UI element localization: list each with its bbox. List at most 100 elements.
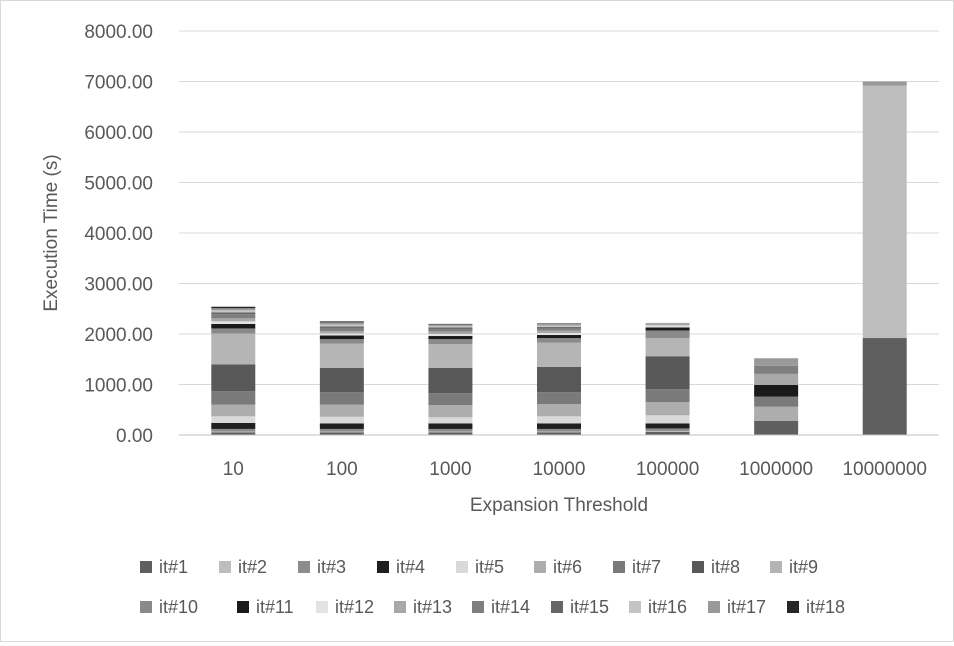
gridlines xyxy=(179,30,939,385)
bar-segment xyxy=(211,391,256,405)
legend-swatch xyxy=(629,601,641,613)
x-tick-label: 1000 xyxy=(429,459,471,480)
bar-segment xyxy=(537,431,581,433)
legend-swatch xyxy=(456,561,468,573)
legend-label: it#13 xyxy=(413,597,452,617)
bar-segment xyxy=(537,404,581,417)
x-tick-label: 10 xyxy=(223,459,244,480)
legend-label: it#5 xyxy=(475,557,504,577)
bar-segment xyxy=(319,432,364,435)
bar-segment xyxy=(319,327,364,331)
bar-segment xyxy=(319,339,364,344)
bar-segment xyxy=(645,356,690,390)
legend-label: it#6 xyxy=(553,557,582,577)
y-tick-label: 7000.00 xyxy=(84,73,153,94)
bar-segment xyxy=(754,358,799,366)
bar-segment xyxy=(862,338,907,435)
legend-label: it#14 xyxy=(491,597,530,617)
legend-label: it#16 xyxy=(648,597,687,617)
bar-segment xyxy=(754,406,799,421)
bar-segment xyxy=(211,312,256,315)
bar-segment xyxy=(862,81,907,86)
bar-segment xyxy=(754,373,799,386)
legend-swatch xyxy=(770,561,782,573)
bar-segment xyxy=(428,324,473,326)
legend-label: it#1 xyxy=(159,557,188,577)
bar-segment xyxy=(537,366,581,393)
y-tick-label: 2000.00 xyxy=(84,325,153,346)
legend-swatch xyxy=(394,601,406,613)
legend-label: it#15 xyxy=(570,597,609,617)
x-tick-label: 1000000 xyxy=(739,459,813,480)
bar-segment xyxy=(537,325,581,327)
bar-segment xyxy=(211,321,256,324)
bar-segment xyxy=(319,324,364,327)
bar-segment xyxy=(319,416,364,424)
y-tick-label: 0.00 xyxy=(116,426,153,447)
bar-segment xyxy=(211,328,256,334)
bar-segment xyxy=(537,335,581,339)
y-tick-label: 1000.00 xyxy=(84,376,153,397)
bar-segment xyxy=(645,322,690,326)
bar-segment xyxy=(211,308,256,311)
bar-segment xyxy=(428,325,473,328)
bar-segment xyxy=(211,310,256,313)
bar-segment xyxy=(319,330,364,334)
bar-segment xyxy=(537,332,581,336)
bar-segment xyxy=(428,432,473,435)
bar-segment xyxy=(428,336,473,340)
bar-segment xyxy=(211,432,256,435)
bar-segment xyxy=(211,323,256,329)
legend-label: it#2 xyxy=(238,557,267,577)
bar-segment xyxy=(319,392,364,405)
bar-segment xyxy=(645,402,690,416)
bar-segment xyxy=(211,422,256,429)
bar-segment xyxy=(537,326,581,328)
bar-segment xyxy=(319,367,364,393)
legend-swatch xyxy=(219,561,231,573)
bar-segment xyxy=(645,431,690,435)
legend-swatch xyxy=(298,561,310,573)
x-axis-ticks: 10 100 1000 10000 100000 1000000 10000000 xyxy=(223,459,927,480)
bar-segment xyxy=(537,392,581,405)
bar-segment xyxy=(319,321,364,323)
legend-label: it#4 xyxy=(396,557,425,577)
legend-label: it#12 xyxy=(335,597,374,617)
bar-segment xyxy=(537,428,581,432)
bar-segment xyxy=(645,428,690,431)
legend-swatch xyxy=(316,601,328,613)
legend-swatch xyxy=(708,601,720,613)
x-tick-label: 100 xyxy=(326,459,358,480)
bar-segment xyxy=(862,85,907,339)
bar-segment xyxy=(428,331,473,334)
bar-segment xyxy=(754,396,799,407)
x-axis-title: Expansion Threshold xyxy=(470,495,648,516)
bar-segment xyxy=(645,415,690,424)
bar-segment xyxy=(537,342,581,367)
legend-swatch xyxy=(613,561,625,573)
bar-segment xyxy=(537,323,581,326)
legend-label: it#8 xyxy=(711,557,740,577)
bar-segment xyxy=(645,430,690,432)
bar-segment xyxy=(428,417,473,424)
legend-swatch xyxy=(237,601,249,613)
legend-label: it#7 xyxy=(632,557,661,577)
bar-segment xyxy=(428,393,473,406)
y-tick-label: 8000.00 xyxy=(84,22,153,43)
bar-segment xyxy=(319,423,364,429)
legend-swatch xyxy=(692,561,704,573)
bar-segment xyxy=(537,432,581,435)
bar-segment xyxy=(537,323,581,324)
x-tick-label: 10000000 xyxy=(842,459,927,480)
legend-swatch xyxy=(551,601,563,613)
y-axis-ticks: 0.00 1000.00 2000.00 3000.00 4000.00 5000.00 6… xyxy=(84,22,153,447)
bar-segment xyxy=(211,404,256,417)
legend: it#1 it#2 it#3 it#4 it#5 it#6 it#7 it#8 it#9 it#1… xyxy=(140,557,845,617)
bar-segment xyxy=(537,330,581,333)
bar-segment xyxy=(428,367,473,394)
bar-segment xyxy=(428,423,473,429)
bar-segment xyxy=(428,405,473,418)
y-tick-label: 6000.00 xyxy=(84,123,153,144)
